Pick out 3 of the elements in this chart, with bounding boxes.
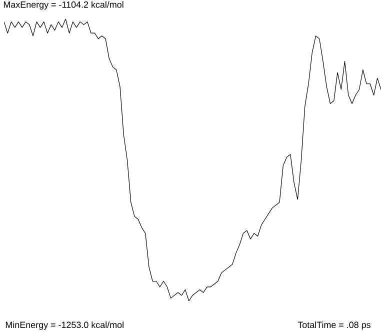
text: MinEnergy = -1253.0 kcal/mol: [6, 321, 124, 330]
text: MaxEnergy = -1104.2 kcal/mol: [4, 1, 124, 10]
text: TotalTime = .08 ps: [298, 321, 370, 330]
